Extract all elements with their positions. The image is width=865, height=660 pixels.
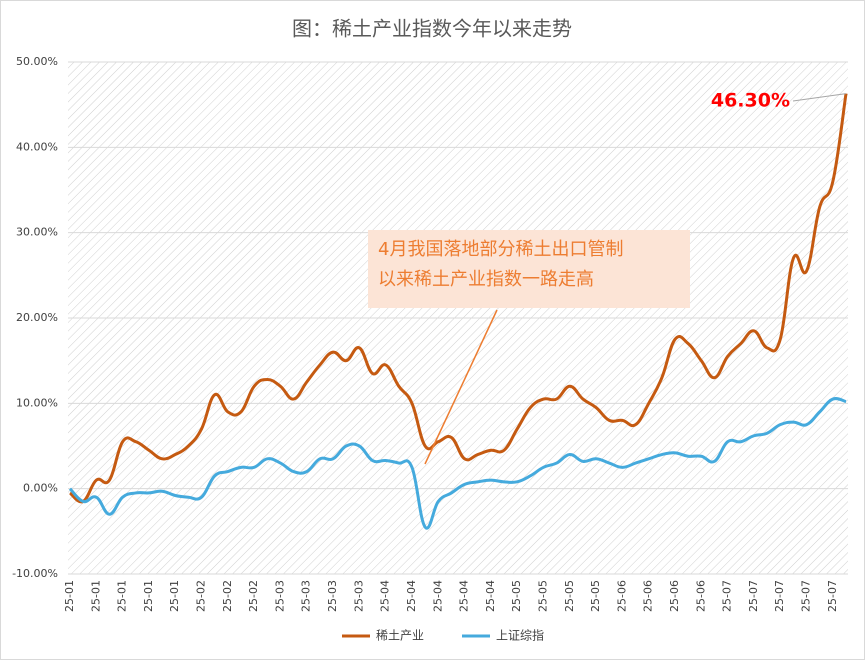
annotation-text: 以来稀土产业指数一路走高 <box>378 269 594 290</box>
x-tick-label: 25-05 <box>536 580 549 612</box>
y-tick-label: 50.00% <box>16 55 58 68</box>
y-tick-label: -10.00% <box>12 567 58 580</box>
x-tick-label: 25-07 <box>747 580 760 612</box>
x-tick-label: 25-05 <box>589 580 602 612</box>
x-tick-label: 25-04 <box>379 580 392 612</box>
x-tick-label: 25-01 <box>168 580 181 612</box>
x-tick-label: 25-05 <box>563 580 576 612</box>
x-tick-label: 25-03 <box>326 580 339 612</box>
x-tick-label: 25-06 <box>668 580 681 612</box>
x-tick-label: 25-01 <box>116 580 129 612</box>
y-tick-label: 10.00% <box>16 396 58 409</box>
x-tick-label: 25-03 <box>352 580 365 612</box>
x-tick-label: 25-05 <box>510 580 523 612</box>
x-tick-label: 25-01 <box>63 580 76 612</box>
annotation-arrow <box>424 309 498 465</box>
x-tick-label: 25-04 <box>484 580 497 612</box>
x-tick-label: 25-03 <box>300 580 313 612</box>
x-tick-label: 25-07 <box>721 580 734 612</box>
y-tick-label: 20.00% <box>16 311 58 324</box>
y-tick-label: 0.00% <box>23 482 58 495</box>
x-tick-label: 25-04 <box>431 580 444 612</box>
series-line <box>69 93 848 504</box>
legend-label: 稀土产业 <box>376 629 424 643</box>
x-tick-label: 25-06 <box>694 580 707 612</box>
x-tick-label: 25-06 <box>615 580 628 612</box>
legend-label: 上证综指 <box>496 628 544 643</box>
y-tick-label: 40.00% <box>16 140 58 153</box>
annotation-leader <box>792 93 847 102</box>
annotation-box <box>368 230 690 308</box>
x-tick-label: 25-04 <box>405 580 418 612</box>
x-tick-label: 25-06 <box>642 580 655 612</box>
x-tick-label: 25-01 <box>142 580 155 612</box>
series-line <box>68 397 847 530</box>
x-tick-label: 25-02 <box>195 580 208 612</box>
annotation-text: 4月我国落地部分稀土出口管制 <box>378 239 623 260</box>
y-tick-label: 30.00% <box>16 226 58 239</box>
x-tick-label: 25-07 <box>800 580 813 612</box>
x-tick-label: 25-01 <box>89 580 102 612</box>
x-tick-label: 25-04 <box>458 580 471 612</box>
chart-title: 图：稀土产业指数今年以来走势 <box>292 17 572 41</box>
x-tick-label: 25-07 <box>773 580 786 612</box>
x-tick-label: 25-03 <box>273 580 286 612</box>
x-tick-label: 25-02 <box>247 580 260 612</box>
value-label: 46.30% <box>711 90 790 112</box>
x-tick-label: 25-02 <box>221 580 234 612</box>
x-tick-label: 25-07 <box>826 580 839 612</box>
